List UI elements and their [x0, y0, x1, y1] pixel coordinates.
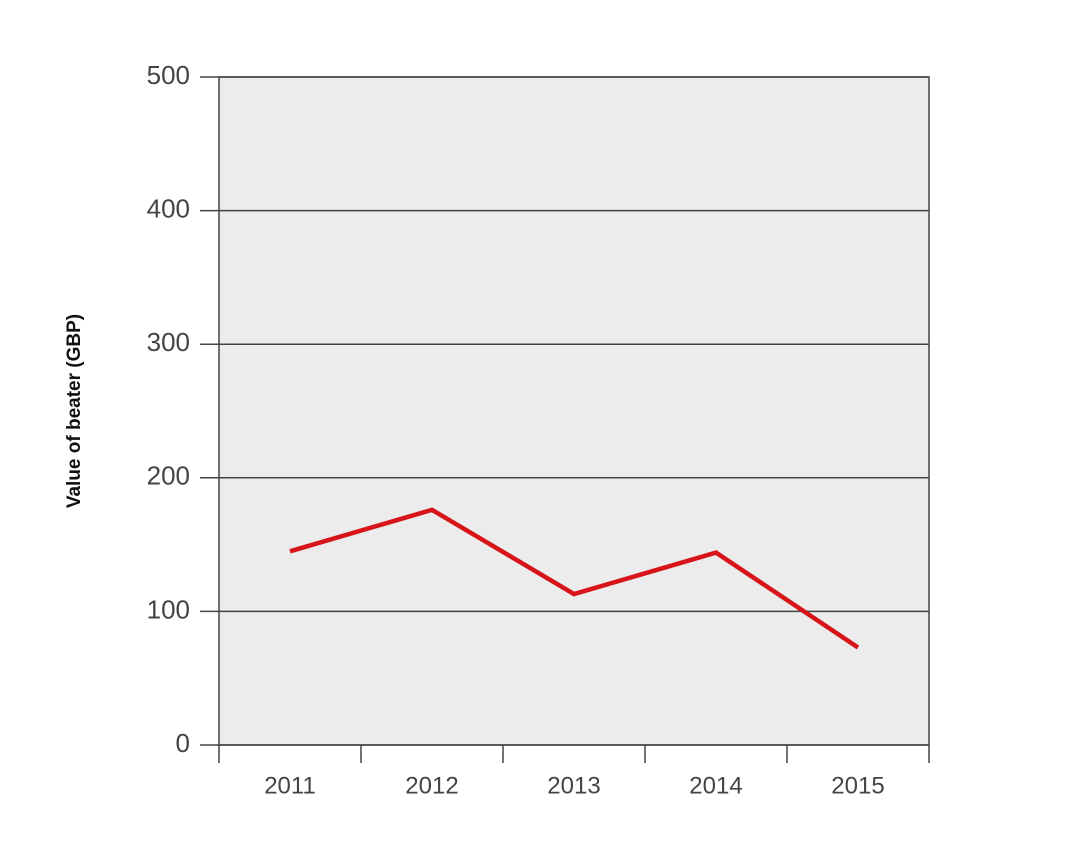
plot-area [218, 76, 930, 746]
y-tick-label: 200 [147, 461, 190, 491]
x-tick-label: 2011 [264, 772, 316, 799]
y-tick-label: 0 [176, 728, 190, 758]
y-tick-label: 300 [147, 327, 190, 357]
data-line [289, 507, 860, 650]
y-tick-label: 500 [147, 60, 190, 90]
y-tick-label: 400 [147, 193, 190, 223]
x-tick-label: 2013 [547, 772, 600, 799]
y-tick-label: 100 [147, 594, 190, 624]
x-tick-label: 2012 [405, 772, 458, 799]
x-tick-label: 2015 [831, 772, 884, 799]
y-axis-label: Value of beater (GBP) [64, 314, 85, 508]
x-tick-label: 2014 [689, 772, 742, 799]
